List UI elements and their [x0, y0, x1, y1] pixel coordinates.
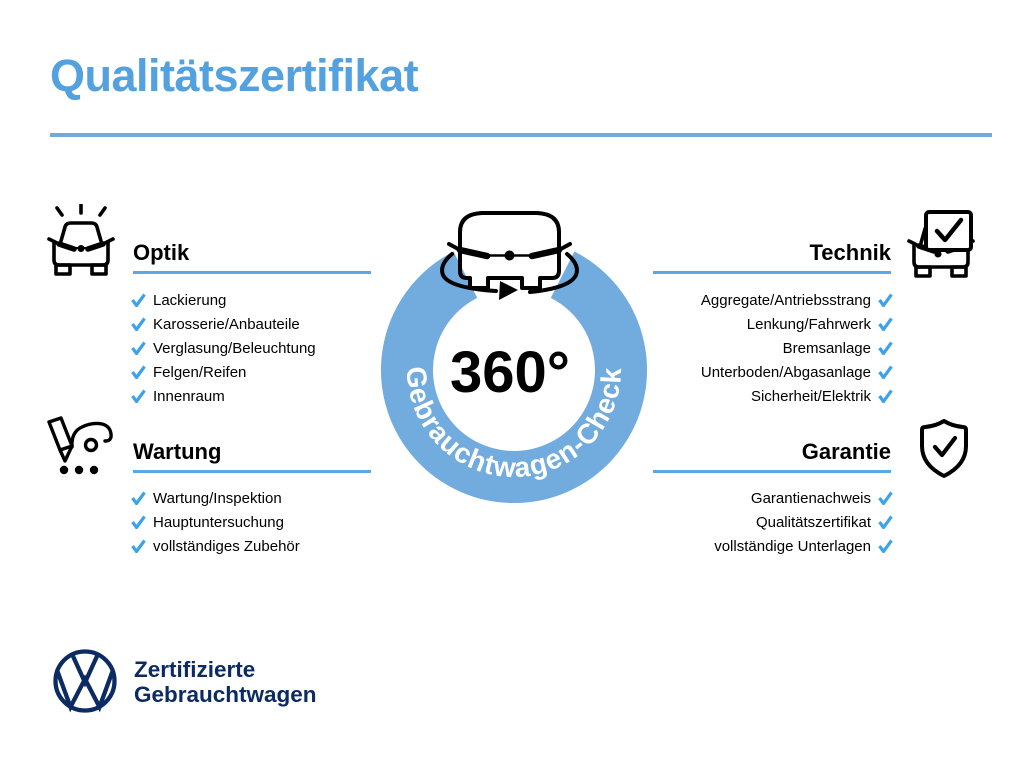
list-item-label: Lenkung/Fahrwerk [746, 315, 871, 333]
list-item-label: Karosserie/Anbauteile [153, 315, 300, 333]
list-item: Felgen/Reifen [131, 360, 316, 384]
shield-check-icon [920, 419, 968, 478]
list-item-label: Hauptuntersuchung [153, 513, 284, 531]
check-icon [878, 293, 893, 307]
section-heading-technik: Technik [809, 240, 891, 265]
check-icon [878, 317, 893, 331]
section-divider-technik [653, 271, 891, 274]
checklist-technik: Aggregate/Antriebsstrang Lenkung/Fahrwer… [701, 288, 893, 408]
list-item-label: Lackierung [153, 291, 227, 309]
check-icon [131, 293, 146, 307]
list-item-label: Felgen/Reifen [153, 363, 247, 381]
list-item: Lenkung/Fahrwerk [701, 312, 893, 336]
360-check-badge: Gebrauchtwagen-Check 360° [381, 211, 647, 503]
section-divider-garantie [653, 470, 891, 473]
check-icon [878, 515, 893, 529]
list-item-label: vollständige Unterlagen [714, 537, 871, 555]
list-item-label: Bremsanlage [782, 339, 871, 357]
check-icon [131, 389, 146, 403]
list-item: Verglasung/Beleuchtung [131, 336, 316, 360]
list-item: vollständige Unterlagen [714, 534, 893, 558]
brand-text: Zertifizierte Gebrauchtwagen [134, 657, 317, 707]
list-item: Garantienachweis [714, 486, 893, 510]
checklist-wartung: Wartung/Inspektion Hauptuntersuchung vol… [131, 486, 300, 558]
car-checkbox-icon [907, 210, 975, 278]
list-item-label: Wartung/Inspektion [153, 489, 282, 507]
check-icon [878, 341, 893, 355]
list-item-label: Aggregate/Antriebsstrang [700, 291, 871, 309]
list-item-label: Innenraum [153, 387, 225, 405]
ring [381, 251, 647, 503]
list-item: Lackierung [131, 288, 316, 312]
service-pencil-car-icon [47, 416, 113, 475]
list-item: Karosserie/Anbauteile [131, 312, 316, 336]
check-icon [131, 515, 146, 529]
section-heading-wartung: Wartung [133, 439, 222, 464]
page-title: Qualitätszertifikat [50, 50, 419, 101]
list-item: Sicherheit/Elektrik [701, 384, 893, 408]
section-divider-optik [133, 271, 371, 274]
check-icon [878, 539, 893, 553]
check-icon [878, 365, 893, 379]
check-icon [878, 389, 893, 403]
check-icon [131, 341, 146, 355]
brand-line1: Zertifizierte [134, 657, 256, 682]
checklist-optik: Lackierung Karosserie/Anbauteile Verglas… [131, 288, 316, 408]
list-item-label: Garantienachweis [750, 489, 871, 507]
list-item-label: Sicherheit/Elektrik [750, 387, 871, 405]
check-icon [131, 365, 146, 379]
list-item-label: Unterboden/Abgasanlage [700, 363, 871, 381]
brand-line2: Gebrauchtwagen [134, 682, 317, 707]
car-front-shine-icon [47, 204, 115, 276]
section-heading-garantie: Garantie [801, 439, 891, 464]
list-item: Wartung/Inspektion [131, 486, 300, 510]
list-item-label: Qualitätszertifikat [755, 513, 871, 531]
list-item-label: Verglasung/Beleuchtung [153, 339, 316, 357]
list-item: Hauptuntersuchung [131, 510, 300, 534]
car-360-rotation-icon [440, 211, 579, 300]
list-item: Aggregate/Antriebsstrang [701, 288, 893, 312]
badge-value: 360° [450, 340, 570, 405]
check-icon [131, 539, 146, 553]
title-divider [50, 133, 992, 137]
check-icon [131, 491, 146, 505]
vw-logo [53, 649, 117, 713]
check-icon [878, 491, 893, 505]
list-item: Unterboden/Abgasanlage [701, 360, 893, 384]
list-item: vollständiges Zubehör [131, 534, 300, 558]
list-item: Innenraum [131, 384, 316, 408]
section-divider-wartung [133, 470, 371, 473]
check-icon [131, 317, 146, 331]
list-item: Qualitätszertifikat [714, 510, 893, 534]
checklist-garantie: Garantienachweis Qualitätszertifikat vol… [714, 486, 893, 558]
list-item: Bremsanlage [701, 336, 893, 360]
list-item-label: vollständiges Zubehör [153, 537, 300, 555]
section-heading-optik: Optik [133, 240, 190, 265]
